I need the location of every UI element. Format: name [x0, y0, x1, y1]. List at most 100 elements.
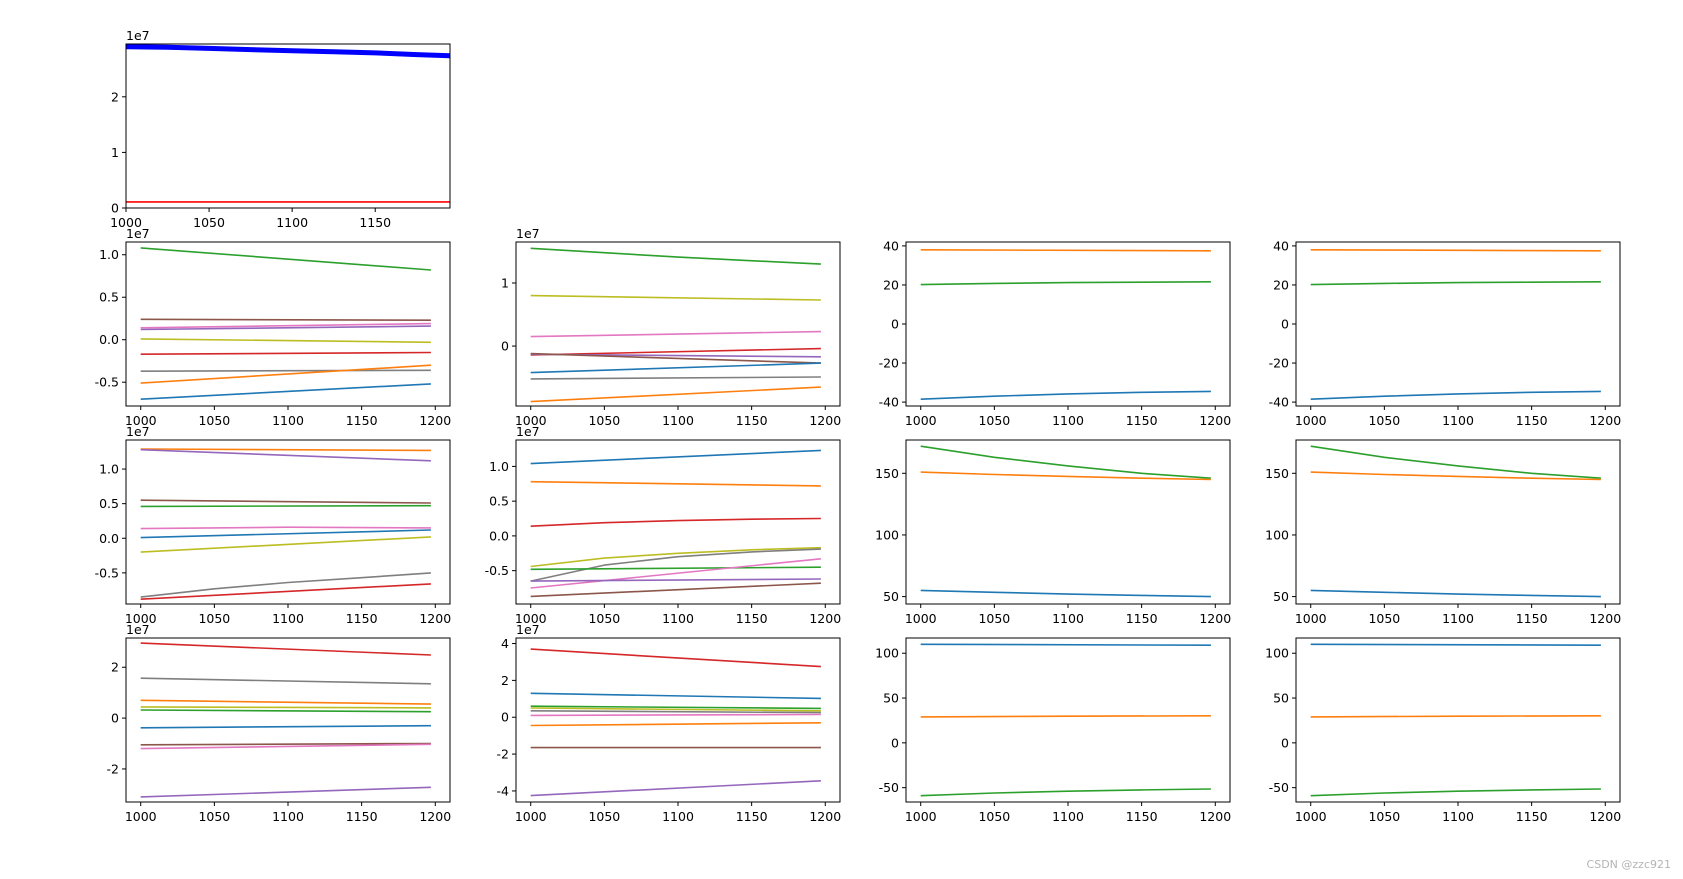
- subplot-2: 1000 1050 1100 1150 1200 -0.5 0.0 0.5 1.0 1e7: [95, 226, 452, 428]
- series-line-8: [530, 578, 821, 582]
- y-tick-label: -0.5: [95, 565, 119, 580]
- axes-frame: [125, 439, 451, 605]
- series-line-1: [1310, 445, 1601, 479]
- x-tick-label: 1100: [276, 215, 308, 230]
- x-tick-label: 1100: [662, 611, 694, 626]
- x-tick-label: 1100: [272, 413, 304, 428]
- axes-frame: [905, 241, 1231, 407]
- series-line-2: [530, 692, 821, 700]
- axes-frame: [515, 637, 841, 803]
- y-tick-label: -2: [497, 747, 509, 762]
- x-tick-label: 1150: [736, 809, 768, 824]
- axes-frame: [125, 43, 451, 209]
- plot-area: [1310, 249, 1601, 400]
- series-line-3: [920, 390, 1211, 400]
- axes-frame: [1295, 241, 1621, 407]
- series-line-1: [530, 449, 821, 465]
- series-line-6: [530, 566, 821, 571]
- series-line-2: [140, 318, 431, 322]
- series-line-9: [140, 583, 431, 600]
- y-tick-label: 50: [883, 691, 899, 706]
- plot-area: [530, 449, 821, 598]
- plot-area: [530, 247, 821, 403]
- subplot-13: 1000 1050 1100 1150 1200 -50 0 50 100: [1265, 637, 1621, 824]
- y-tick-label: 0: [1281, 735, 1289, 750]
- x-tick-label: 1200: [419, 809, 451, 824]
- series-line-9: [140, 383, 431, 400]
- x-tick-label: 1000: [1295, 809, 1327, 824]
- x-tick-label: 1050: [588, 809, 620, 824]
- x-tick-label: 1150: [1126, 413, 1158, 428]
- series-line-4: [530, 546, 821, 568]
- series-line-3: [1310, 788, 1601, 797]
- x-tick-label: 1200: [1589, 809, 1621, 824]
- series-line-9: [530, 386, 821, 403]
- y-tick-label: 100: [875, 646, 899, 661]
- series-line-7: [140, 536, 431, 553]
- series-line-4: [140, 504, 431, 508]
- y-offset-label: 1e7: [516, 226, 540, 241]
- x-tick-label: 1150: [346, 611, 378, 626]
- y-tick-label: 50: [883, 589, 899, 604]
- series-line-4: [140, 325, 431, 331]
- subplot-5: 1000 1050 1100 1150 1200 -40 -20 0 20 40: [1269, 238, 1622, 428]
- subplot-6: 1000 1050 1100 1150 1200 -0.5 0.0 0.5 1.0 1e7: [95, 424, 452, 626]
- y-tick-label: 40: [1273, 238, 1289, 253]
- y-tick-label: 20: [1273, 277, 1289, 292]
- series-line-2: [920, 471, 1211, 481]
- watermark: CSDN @zzc921: [1586, 858, 1671, 871]
- series-line-7: [530, 722, 821, 727]
- y-tick-label: 0.5: [99, 290, 119, 305]
- series-line-1: [140, 448, 431, 452]
- x-tick-label: 1100: [272, 809, 304, 824]
- x-tick-label: 1150: [1516, 413, 1548, 428]
- x-tick-label: 1050: [588, 611, 620, 626]
- x-tick-label: 1050: [978, 809, 1010, 824]
- subplot-12: 1000 1050 1100 1150 1200 -50 0 50 100: [875, 637, 1231, 824]
- y-tick-label: 0: [501, 710, 509, 725]
- x-tick-label: 1100: [272, 611, 304, 626]
- x-tick-label: 1050: [198, 809, 230, 824]
- plot-area: [126, 44, 450, 203]
- series-line-6: [140, 351, 431, 355]
- x-tick-label: 1200: [1589, 413, 1621, 428]
- y-tick-label: 150: [875, 466, 899, 481]
- series-line-4: [530, 347, 821, 356]
- axes-frame: [905, 637, 1231, 803]
- y-tick-label: 0: [111, 711, 119, 726]
- x-tick-label: 1050: [1368, 809, 1400, 824]
- series-line-3: [920, 589, 1211, 598]
- y-tick-label: 0.0: [489, 528, 509, 543]
- y-tick-label: 2: [501, 673, 509, 688]
- subplot-7: 1000 1050 1100 1150 1200 -0.5 0.0 0.5 1.0 1e7: [485, 424, 842, 626]
- x-tick-label: 1100: [1442, 611, 1474, 626]
- series-line-9: [140, 786, 431, 798]
- series-line-2: [920, 281, 1211, 286]
- x-tick-label: 1000: [905, 413, 937, 428]
- y-offset-label: 1e7: [126, 28, 150, 43]
- x-tick-label: 1200: [1199, 611, 1231, 626]
- x-tick-label: 1200: [419, 611, 451, 626]
- x-tick-label: 1000: [905, 809, 937, 824]
- y-tick-label: 1: [501, 276, 509, 291]
- x-tick-label: 1200: [809, 611, 841, 626]
- y-tick-label: 100: [1265, 527, 1289, 542]
- series-line-4: [140, 706, 431, 709]
- subplot-3: 1000 1050 1100 1150 1200 0 1 1e7: [501, 226, 841, 428]
- series-line-3: [140, 699, 431, 705]
- y-offset-label: 1e7: [126, 424, 150, 439]
- x-tick-label: 1200: [1199, 809, 1231, 824]
- x-tick-label: 1200: [1199, 413, 1231, 428]
- subplot-10: 1000 1050 1100 1150 1200 -2 0 2 1e7: [107, 622, 452, 824]
- x-tick-label: 1050: [198, 413, 230, 428]
- series-line-7: [140, 742, 431, 746]
- series-line-9: [530, 780, 821, 797]
- series-line-8: [140, 572, 431, 598]
- subplot-4: 1000 1050 1100 1150 1200 -40 -20 0 20 40: [879, 238, 1232, 428]
- x-tick-label: 1150: [1516, 611, 1548, 626]
- y-tick-label: 0: [1281, 317, 1289, 332]
- y-tick-label: 0: [891, 317, 899, 332]
- x-tick-label: 1150: [736, 413, 768, 428]
- y-tick-label: -2: [107, 761, 119, 776]
